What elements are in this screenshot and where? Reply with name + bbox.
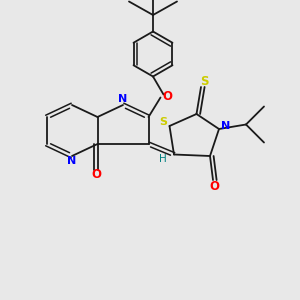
Text: S: S <box>159 117 167 128</box>
Text: N: N <box>68 156 76 167</box>
Text: O: O <box>209 179 220 193</box>
Text: S: S <box>200 75 209 88</box>
Text: O: O <box>91 168 101 182</box>
Text: H: H <box>159 154 166 164</box>
Text: O: O <box>162 89 172 103</box>
Text: N: N <box>118 94 127 104</box>
Text: N: N <box>221 121 230 131</box>
